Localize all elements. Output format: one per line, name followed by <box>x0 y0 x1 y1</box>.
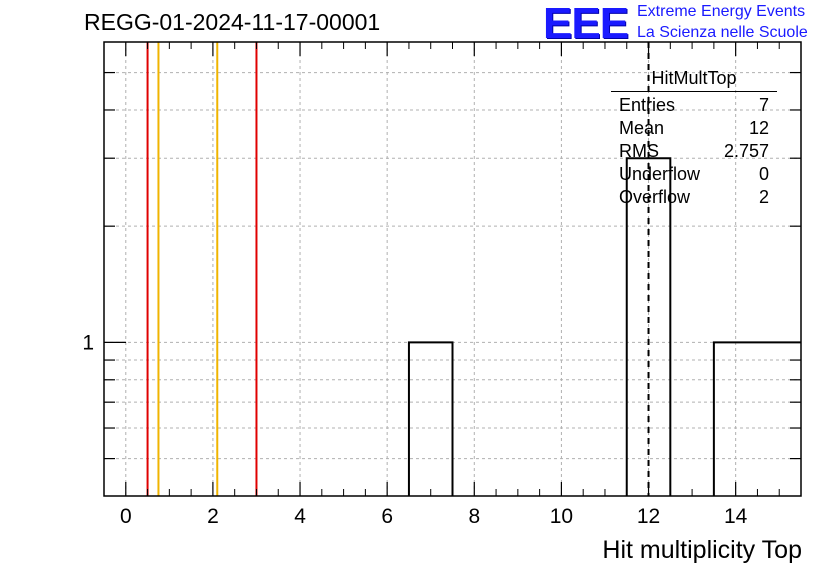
x-tick-label: 10 <box>550 505 573 528</box>
reference-lines <box>146 42 650 496</box>
stats-label: RMS <box>619 141 659 161</box>
x-axis-label: Hit multiplicity Top <box>602 536 802 564</box>
stats-label: Mean <box>619 118 665 138</box>
axis-ticks <box>103 42 802 496</box>
tick-labels: 0 2 4 6 8 10 12 14 1 <box>82 331 747 528</box>
logo-subtitle-1: Extreme Energy Events <box>637 3 806 20</box>
histogram-bins <box>407 157 801 496</box>
stats-value: 2.757 <box>723 141 769 161</box>
stats-row: Overflow 2 <box>611 186 777 209</box>
x-tick-label: 6 <box>381 505 393 528</box>
eee-logo: EEE <box>543 0 629 48</box>
histogram-bin <box>407 341 454 496</box>
stats-label: Overflow <box>619 187 691 207</box>
chart-title: REGG-01-2024-11-17-00001 <box>84 9 381 35</box>
histogram-bin <box>625 157 672 496</box>
stats-row: Underflow 0 <box>611 163 777 186</box>
stats-label: Entries <box>619 95 676 115</box>
stats-value: 7 <box>758 95 769 115</box>
stats-row: Entries 7 <box>611 94 777 117</box>
stats-row: Mean 12 <box>611 117 777 140</box>
stats-value: 0 <box>758 164 769 184</box>
x-tick-label: 14 <box>724 505 748 528</box>
stats-value: 12 <box>748 118 769 138</box>
x-tick-label: 2 <box>207 505 219 528</box>
stats-label: Underflow <box>619 164 701 184</box>
stats-row: RMS 2.757 <box>611 140 777 163</box>
logo-subtitle-2: La Scienza nelle Scuole <box>637 24 808 41</box>
stats-box: HitMultTop Entries 7 Mean 12 RMS 2.757 Unde… <box>611 68 777 209</box>
stats-title: HitMultTop <box>611 68 777 92</box>
x-tick-label: 0 <box>120 505 132 528</box>
x-tick-label: 4 <box>294 505 306 528</box>
x-tick-label: 8 <box>468 505 480 528</box>
histogram-bin <box>712 341 801 496</box>
y-tick-label: 1 <box>82 331 94 354</box>
stats-value: 2 <box>758 187 769 207</box>
x-tick-label: 12 <box>637 505 660 528</box>
